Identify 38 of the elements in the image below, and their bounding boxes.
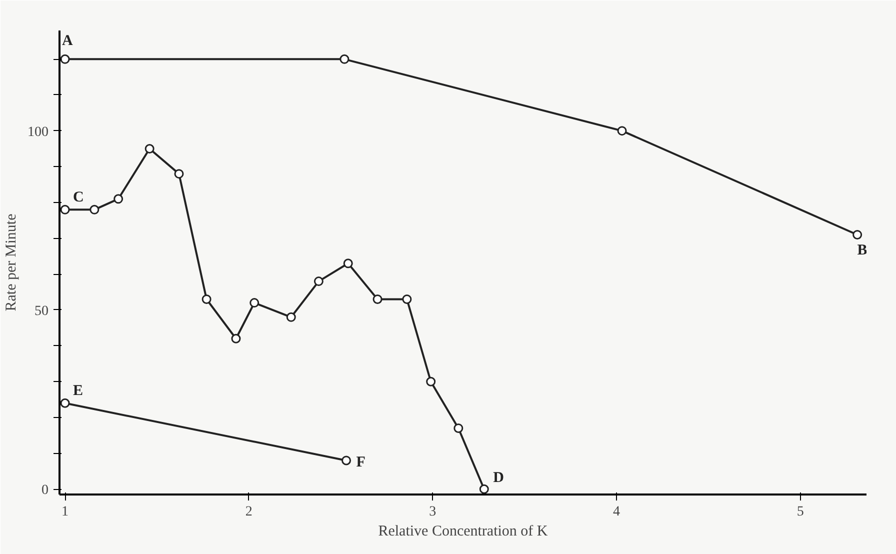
point (60, 398, 70, 408)
annotation: E (73, 383, 84, 400)
point (144, 144, 154, 154)
y-tick-label: 0 (42, 483, 48, 498)
annotation: F (356, 454, 366, 470)
x-tick-label: 3 (429, 504, 436, 520)
point (479, 484, 489, 494)
annotation: D (493, 470, 504, 486)
point (343, 258, 353, 268)
point (250, 298, 260, 308)
annotation: B (857, 242, 868, 259)
point (60, 204, 70, 214)
point (314, 276, 324, 286)
y-tick-label: 100 (28, 124, 48, 140)
x-axis-title: Relative Concentration of K (378, 524, 548, 540)
point (231, 334, 241, 344)
x-tick-label: 5 (796, 504, 804, 520)
point (342, 456, 352, 466)
point (372, 294, 382, 304)
point (90, 204, 100, 214)
annotation: C (73, 190, 84, 206)
annotation: A (62, 33, 74, 50)
point (114, 194, 124, 204)
point (202, 294, 212, 304)
point (174, 169, 184, 179)
point (617, 126, 627, 136)
point (402, 294, 412, 304)
x-tick-label: 2 (245, 504, 252, 520)
point (286, 312, 296, 322)
y-tick-label: 50 (34, 304, 48, 319)
x-tick-label: 1 (62, 504, 69, 520)
y-axis-title: Rate per Minute (4, 213, 20, 312)
point (60, 54, 70, 64)
point (426, 376, 436, 386)
point (852, 230, 862, 240)
point (340, 54, 350, 64)
point (454, 423, 464, 433)
x-tick-label: 4 (612, 504, 620, 520)
